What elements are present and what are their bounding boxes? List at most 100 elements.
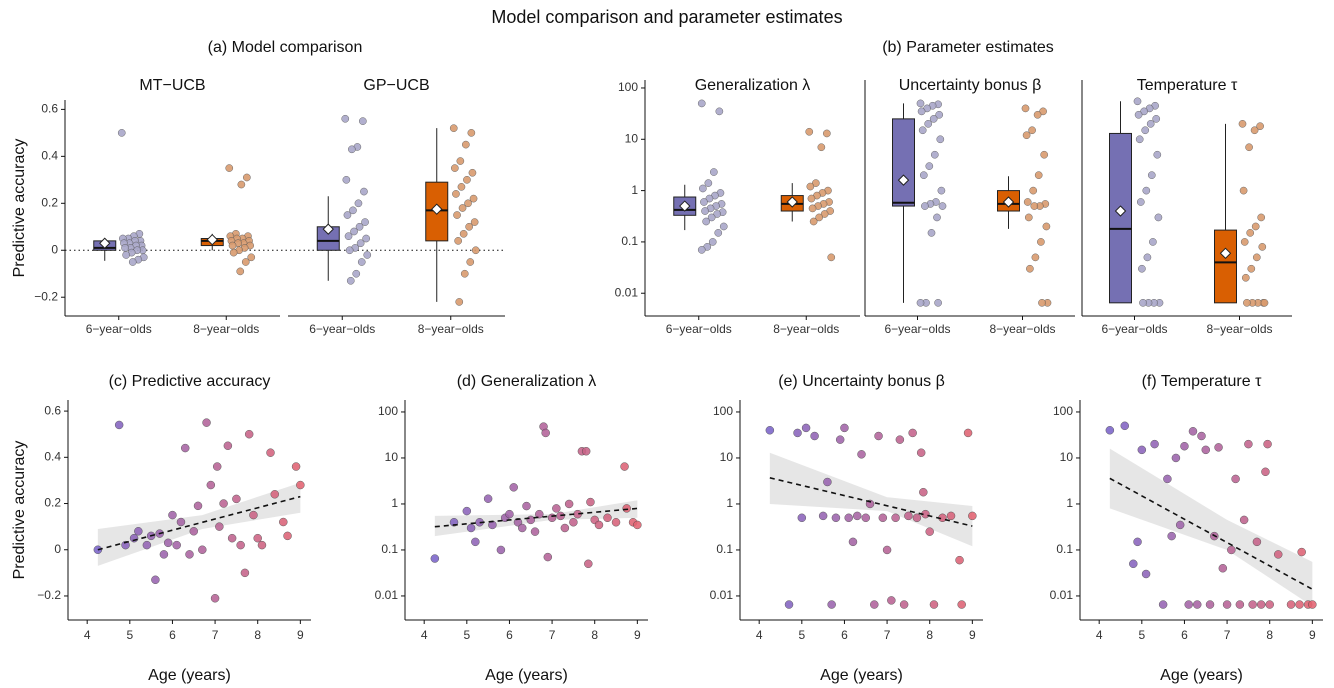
data-point [904,511,913,521]
y-tick-label: 0.4 [44,449,61,463]
data-point [1146,119,1155,128]
data-point [467,129,476,137]
data-point [176,517,186,527]
data-point [820,210,829,218]
data-point [1129,559,1138,569]
y-tick-label: 0.01 [1050,588,1074,602]
data-point [430,554,440,563]
data-point [1028,126,1036,135]
y-tick-label: 0.1 [716,542,733,556]
data-point [1265,600,1274,609]
data-point [1171,453,1181,463]
data-point [925,527,934,536]
y-tick-label: 0 [51,242,58,256]
data-point [908,428,917,438]
data-point [899,600,909,609]
data-point [1134,110,1143,119]
data-point [929,600,939,609]
data-point [708,238,717,246]
data-point [1227,545,1236,555]
data-point [919,171,928,180]
data-point [151,575,160,585]
confidence-band [1109,448,1313,607]
data-point [882,545,892,555]
data-point [569,518,578,527]
data-point [622,504,631,513]
y-tick-label: 100 [378,404,398,418]
data-point [844,513,853,523]
data-point [916,448,926,457]
data-point [916,298,925,307]
data-point [543,552,553,562]
data-point [253,533,262,543]
y-tick-label: 1 [726,496,733,510]
data-point [1197,431,1206,441]
data-point [704,179,713,187]
data-point [581,446,591,456]
data-point [189,527,199,536]
data-point [697,99,706,108]
data-point [1260,298,1269,307]
data-point [266,448,275,457]
data-point [1244,439,1253,449]
y-tick-label: 1 [391,496,398,510]
data-point [362,234,370,243]
data-point [462,506,472,516]
data-point [852,511,862,521]
data-point [801,423,811,433]
data-point [117,129,126,137]
y-axis-label: Predictive accuracy [11,139,28,278]
data-point [232,494,241,504]
data-point [1022,131,1031,140]
y-tick-label: −0.2 [37,588,61,602]
x-tick-label: 8 [254,628,261,642]
panel-title: (a) Model comparison [208,39,363,56]
data-point [699,184,707,193]
data-point [465,222,473,231]
data-point [458,204,467,212]
x-tick-label: 6−year−olds [884,322,950,336]
data-point [449,124,458,133]
data-point [603,513,612,523]
data-point [927,229,936,237]
data-point [219,499,228,508]
data-point [134,527,143,536]
data-point [456,157,465,165]
data-point [291,462,301,471]
data-point [1142,186,1151,195]
data-point [835,435,845,444]
x-tick-label: 9 [969,628,976,642]
data-point [1133,537,1142,547]
data-point [547,513,557,523]
data-point [1031,253,1040,262]
x-tick-label: 9 [1309,628,1316,642]
data-point [714,229,723,237]
data-point [594,520,604,530]
x-tick-label: 8 [1266,628,1273,642]
data-point [1150,439,1159,449]
data-point [168,510,177,520]
data-point [552,504,561,513]
data-point [827,600,836,609]
data-point [363,251,372,259]
data-point [462,140,470,149]
figure-title: Model comparison and parameter estimates [491,7,842,27]
data-point [1263,439,1272,449]
data-point [483,494,493,503]
data-point [496,545,506,555]
data-point [346,276,355,285]
confidence-band [97,482,301,566]
data-point [1034,171,1043,180]
data-point [765,426,775,435]
x-tick-label: 6 [169,628,176,642]
data-point [1256,600,1266,609]
data-point [912,513,922,523]
data-point [1247,264,1256,273]
data-point [452,190,460,198]
data-point [344,232,353,241]
data-point [257,540,267,550]
data-point [918,126,927,135]
mean-marker [1114,205,1127,217]
x-tick-label: 6−year−olds [1101,322,1167,336]
data-point [1175,520,1185,530]
